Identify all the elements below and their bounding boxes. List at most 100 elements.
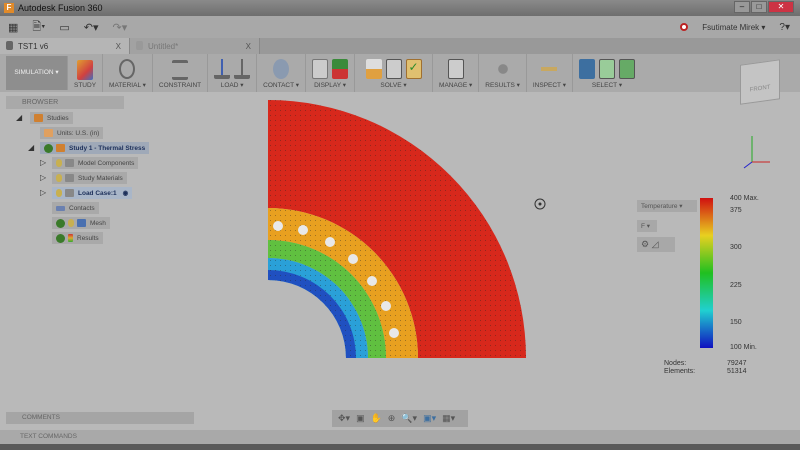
tree-item-results[interactable]: Results xyxy=(52,232,103,244)
cooling-holes xyxy=(273,221,399,338)
ribbon-select[interactable]: SELECT ▾ xyxy=(573,54,641,92)
measure-icon xyxy=(541,59,558,79)
tab-untitled[interactable]: Untitled* X xyxy=(130,38,260,54)
save-icon[interactable]: ▭ xyxy=(59,21,70,34)
window-title: Autodesk Fusion 360 xyxy=(18,3,103,13)
grid-settings-icon[interactable]: ▦▾ xyxy=(442,413,456,423)
check-icon xyxy=(56,218,65,228)
tab-tst1[interactable]: TST1 v6 X xyxy=(0,38,130,54)
select-icon xyxy=(578,59,595,79)
axis-triad-icon xyxy=(743,136,770,169)
study-icon xyxy=(77,60,94,80)
ribbon-results[interactable]: RESULTS ▾ xyxy=(479,54,527,92)
gear-icon[interactable]: ⚙ xyxy=(641,239,650,249)
quick-access-toolbar: ▦ 🗎▾ ▭ ↶▾ ↷▾ Fsutimate Mirek ▾ ?▾ xyxy=(0,16,800,38)
browser-panel-header[interactable]: BROWSER xyxy=(6,96,124,109)
visibility-bulb-icon[interactable] xyxy=(56,159,62,167)
ribbon: SIMULATION ▾ STUDY MATERIAL ▾ CONSTRAINT… xyxy=(0,54,800,92)
tree-label: Study Materials xyxy=(78,174,123,182)
ribbon-contact[interactable]: CONTACT ▾ xyxy=(257,54,307,92)
ribbon-solve[interactable]: ✓ SOLVE ▾ xyxy=(355,54,434,92)
tree-item-contacts[interactable]: Contacts xyxy=(52,202,99,214)
tree-item-model-components[interactable]: Model Components xyxy=(52,157,139,169)
text-commands-title: TEXT COMMANDS xyxy=(20,433,77,440)
ribbon-display[interactable]: DISPLAY ▾ xyxy=(306,54,356,92)
select-body-icon xyxy=(618,59,635,79)
canvas[interactable]: BROWSER ◢ Studies Units: U.S. (in) ◢ Stu… xyxy=(0,59,800,430)
maximize-button[interactable]: □ xyxy=(751,1,767,13)
orbit-cursor-icon xyxy=(534,198,546,210)
contact-icon xyxy=(273,59,290,79)
active-radio-icon[interactable]: ◉ xyxy=(122,190,129,197)
tree-item-studies[interactable]: Studies xyxy=(30,112,73,124)
user-menu[interactable]: Fsutimate Mirek ▾ xyxy=(702,22,766,32)
ribbon-label: MATERIAL ▾ xyxy=(109,82,146,89)
ribbon-label: CONTACT ▾ xyxy=(263,82,300,89)
select-box-icon xyxy=(598,59,615,79)
ribbon-material[interactable]: MATERIAL ▾ xyxy=(103,54,153,92)
close-button[interactable]: ✕ xyxy=(768,1,794,13)
expand-icon[interactable]: ▷ xyxy=(40,188,47,197)
workspace-switcher[interactable]: SIMULATION ▾ xyxy=(6,56,68,90)
undo-icon[interactable]: ↶▾ xyxy=(83,21,99,34)
ribbon-label: STUDY xyxy=(74,82,97,89)
fit-icon[interactable]: 🔍▾ xyxy=(401,413,418,423)
collapse-icon[interactable]: ◢ xyxy=(28,143,35,152)
text-commands-bar[interactable]: TEXT COMMANDS xyxy=(0,430,800,444)
atom-icon xyxy=(119,59,136,79)
minimize-button[interactable]: – xyxy=(734,1,750,13)
tab-label: Untitled* xyxy=(148,41,179,51)
help-menu[interactable]: ?▾ xyxy=(779,21,790,33)
display-lock-icon xyxy=(332,59,349,79)
file-menu-icon[interactable]: 🗎▾ xyxy=(32,20,46,33)
collapse-icon[interactable]: ◢ xyxy=(16,113,23,122)
record-icon[interactable] xyxy=(680,23,689,31)
tree-item-study1[interactable]: Study 1 - Thermal Stress xyxy=(40,142,150,154)
tree-item-load-case[interactable]: Load Case:1 ◉ xyxy=(52,187,133,199)
thermal-load-icon xyxy=(234,59,251,79)
apps-grid-icon[interactable]: ▦ xyxy=(8,21,19,34)
visibility-bulb-icon[interactable] xyxy=(56,174,62,182)
tree-item-study-materials[interactable]: Study Materials xyxy=(52,172,127,184)
thermal-model[interactable] xyxy=(0,92,800,430)
nodes-label: Nodes: xyxy=(664,360,687,367)
tab-close-button[interactable]: X xyxy=(115,41,121,51)
display-settings-icon[interactable]: ▣▾ xyxy=(423,413,437,423)
zoom-icon[interactable]: ⊕ xyxy=(387,413,396,423)
comments-panel[interactable]: COMMENTS xyxy=(6,412,194,424)
expand-icon[interactable]: ▷ xyxy=(40,173,47,182)
tree-item-units[interactable]: Units: U.S. (in) xyxy=(40,127,104,139)
tree-label: Contacts xyxy=(69,204,95,212)
pan-icon[interactable]: ✋ xyxy=(370,413,382,423)
redo-icon[interactable]: ↷▾ xyxy=(112,21,128,34)
check-icon xyxy=(56,233,65,243)
visibility-bulb-icon[interactable] xyxy=(56,189,62,197)
ribbon-manage[interactable]: MANAGE ▾ xyxy=(433,54,480,92)
solve-icon xyxy=(365,59,382,79)
scale-tick: 150 xyxy=(730,319,742,326)
nodes-value: 79247 xyxy=(727,360,747,367)
ribbon-inspect[interactable]: INSPECT ▾ xyxy=(527,54,573,92)
design-icon xyxy=(136,41,143,50)
expand-icon[interactable]: ▷ xyxy=(40,158,47,167)
check-icon xyxy=(44,143,53,153)
unit-dropdown[interactable]: F ▾ xyxy=(637,220,657,232)
visibility-bulb-icon[interactable] xyxy=(68,219,74,227)
look-at-icon[interactable]: ▣ xyxy=(356,413,365,423)
tab-close-button[interactable]: X xyxy=(245,41,251,51)
browser-title: BROWSER xyxy=(22,99,59,106)
result-type-dropdown[interactable]: Temperature ▾ xyxy=(637,200,697,212)
tree-label: Model Components xyxy=(78,159,135,167)
contacts-icon xyxy=(56,205,65,211)
ribbon-label: INSPECT ▾ xyxy=(532,82,566,89)
orbit-icon[interactable]: ✥▾ xyxy=(338,413,351,423)
mesh-icon xyxy=(77,219,86,227)
tree-item-mesh[interactable]: Mesh xyxy=(52,217,110,229)
fusion-logo-icon: F xyxy=(4,3,14,13)
probe-icon[interactable]: ◿ xyxy=(651,239,659,249)
ribbon-load[interactable]: LOAD ▾ xyxy=(208,54,258,92)
ribbon-study[interactable]: STUDY xyxy=(68,54,104,92)
ribbon-constraint[interactable]: CONSTRAINT xyxy=(153,54,209,92)
viewcube[interactable]: FRONT xyxy=(740,59,780,105)
ribbon-label: RESULTS ▾ xyxy=(485,82,520,89)
